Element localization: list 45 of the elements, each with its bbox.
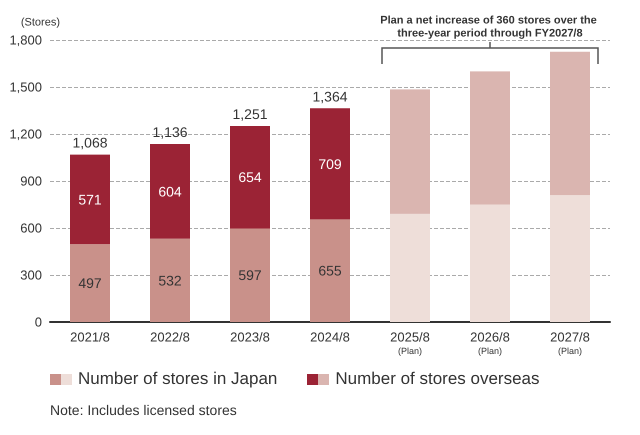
x-tick-label: 2024/8 <box>310 330 350 344</box>
x-tick-label: 2027/8 (Plan) <box>550 330 590 356</box>
x-tick-label: 2025/8 (Plan) <box>390 330 430 356</box>
data-label: 497 <box>78 275 102 292</box>
x-tick-label: 2023/8 <box>230 330 270 344</box>
legend-label: Number of stores in Japan <box>78 369 278 389</box>
y-tick-label: 900 <box>20 174 42 188</box>
data-label: 532 <box>158 272 182 288</box>
bar <box>230 126 270 228</box>
text: Plan a net increase of 360 stores over the three-year period through FY2027/8 <box>380 14 600 40</box>
data-label: 597 <box>238 267 262 284</box>
y-tick-label: 1,500 <box>9 80 42 94</box>
data-label: 654 <box>238 169 262 186</box>
bar <box>70 244 110 322</box>
bar <box>310 108 350 220</box>
y-tick-label: 300 <box>20 268 42 282</box>
y-tick-label: 1,200 <box>9 126 42 142</box>
total-label: 1,068 <box>72 134 108 151</box>
bar <box>470 71 510 204</box>
data-label: 604 <box>158 183 182 200</box>
data-label: 571 <box>78 191 102 208</box>
y-tick-label: 0 <box>34 314 42 330</box>
bar <box>550 52 590 196</box>
total-label: 1,251 <box>232 106 268 122</box>
x-tick-label: 2021/8 <box>70 330 110 344</box>
bar <box>470 204 510 322</box>
bar <box>230 228 270 322</box>
y-axis-title: (Stores) <box>20 16 60 28</box>
legend-label: Number of stores overseas <box>335 369 540 389</box>
bar <box>390 214 430 322</box>
bar <box>150 144 190 239</box>
y-tick-label: 600 <box>20 220 42 236</box>
text: Note: Includes licensed stores <box>49 402 238 418</box>
bar <box>70 154 110 244</box>
x-tick-label: 2022/8 <box>150 330 190 344</box>
data-label: 655 <box>318 262 342 279</box>
bar <box>310 219 350 322</box>
y-tick-label: 1,800 <box>9 32 42 48</box>
total-label: 1,136 <box>152 124 188 140</box>
bar <box>390 89 430 214</box>
bar <box>550 195 590 322</box>
bar <box>150 238 190 322</box>
data-label: 709 <box>318 156 342 172</box>
total-label: 1,364 <box>312 88 348 104</box>
x-tick-label: 2026/8 (Plan) <box>470 330 510 356</box>
